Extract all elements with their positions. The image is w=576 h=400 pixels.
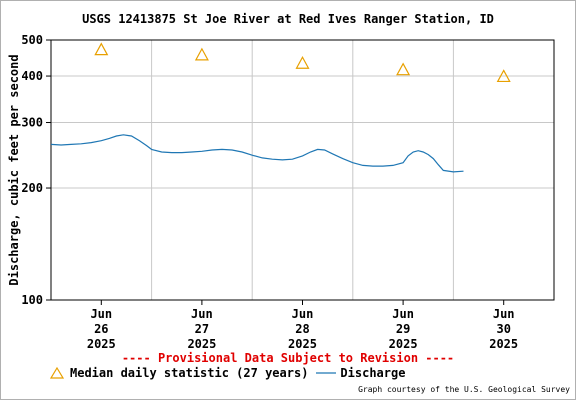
- median-marker: [295, 55, 310, 69]
- chart-title: USGS 12413875 St Joe River at Red Ives R…: [82, 12, 494, 26]
- y-tick-label: 200: [21, 181, 43, 195]
- y-tick-label: 400: [21, 69, 43, 83]
- y-tick-label: 100: [21, 293, 43, 307]
- y-tick-label: 300: [21, 116, 43, 130]
- plot-border: [50, 39, 555, 301]
- median-marker: [396, 62, 411, 76]
- x-tick-label: 28: [295, 322, 309, 336]
- x-tick-label: 2025: [87, 337, 116, 351]
- median-triangle-icon: [50, 367, 64, 379]
- x-tick-label: Jun: [292, 307, 314, 321]
- x-tick-label: Jun: [191, 307, 213, 321]
- x-tick-label: 27: [195, 322, 209, 336]
- x-tick-label: Jun: [493, 307, 515, 321]
- legend: Median daily statistic (27 years) Discha…: [50, 366, 405, 380]
- x-tick-label: 2025: [187, 337, 216, 351]
- median-marker: [94, 42, 109, 56]
- median-marker: [194, 47, 209, 61]
- x-tick-label: 2025: [288, 337, 317, 351]
- x-tick-label: 29: [396, 322, 410, 336]
- legend-discharge-label: Discharge: [340, 366, 406, 380]
- x-tick-label: 2025: [389, 337, 418, 351]
- provisional-note: ---- Provisional Data Subject to Revisio…: [121, 351, 455, 365]
- x-tick-label: 26: [94, 322, 108, 336]
- x-tick-label: 2025: [489, 337, 518, 351]
- median-marker: [496, 69, 511, 83]
- discharge-series-line: [50, 134, 464, 173]
- y-tick-label: 500: [21, 33, 43, 47]
- x-tick-label: Jun: [392, 307, 414, 321]
- x-tick-label: 30: [496, 322, 510, 336]
- courtesy-note: Graph courtesy of the U.S. Geological Su…: [358, 385, 570, 394]
- x-tick-label: Jun: [90, 307, 112, 321]
- discharge-line-icon: [316, 372, 337, 374]
- legend-median-label: Median daily statistic (27 years): [70, 366, 309, 380]
